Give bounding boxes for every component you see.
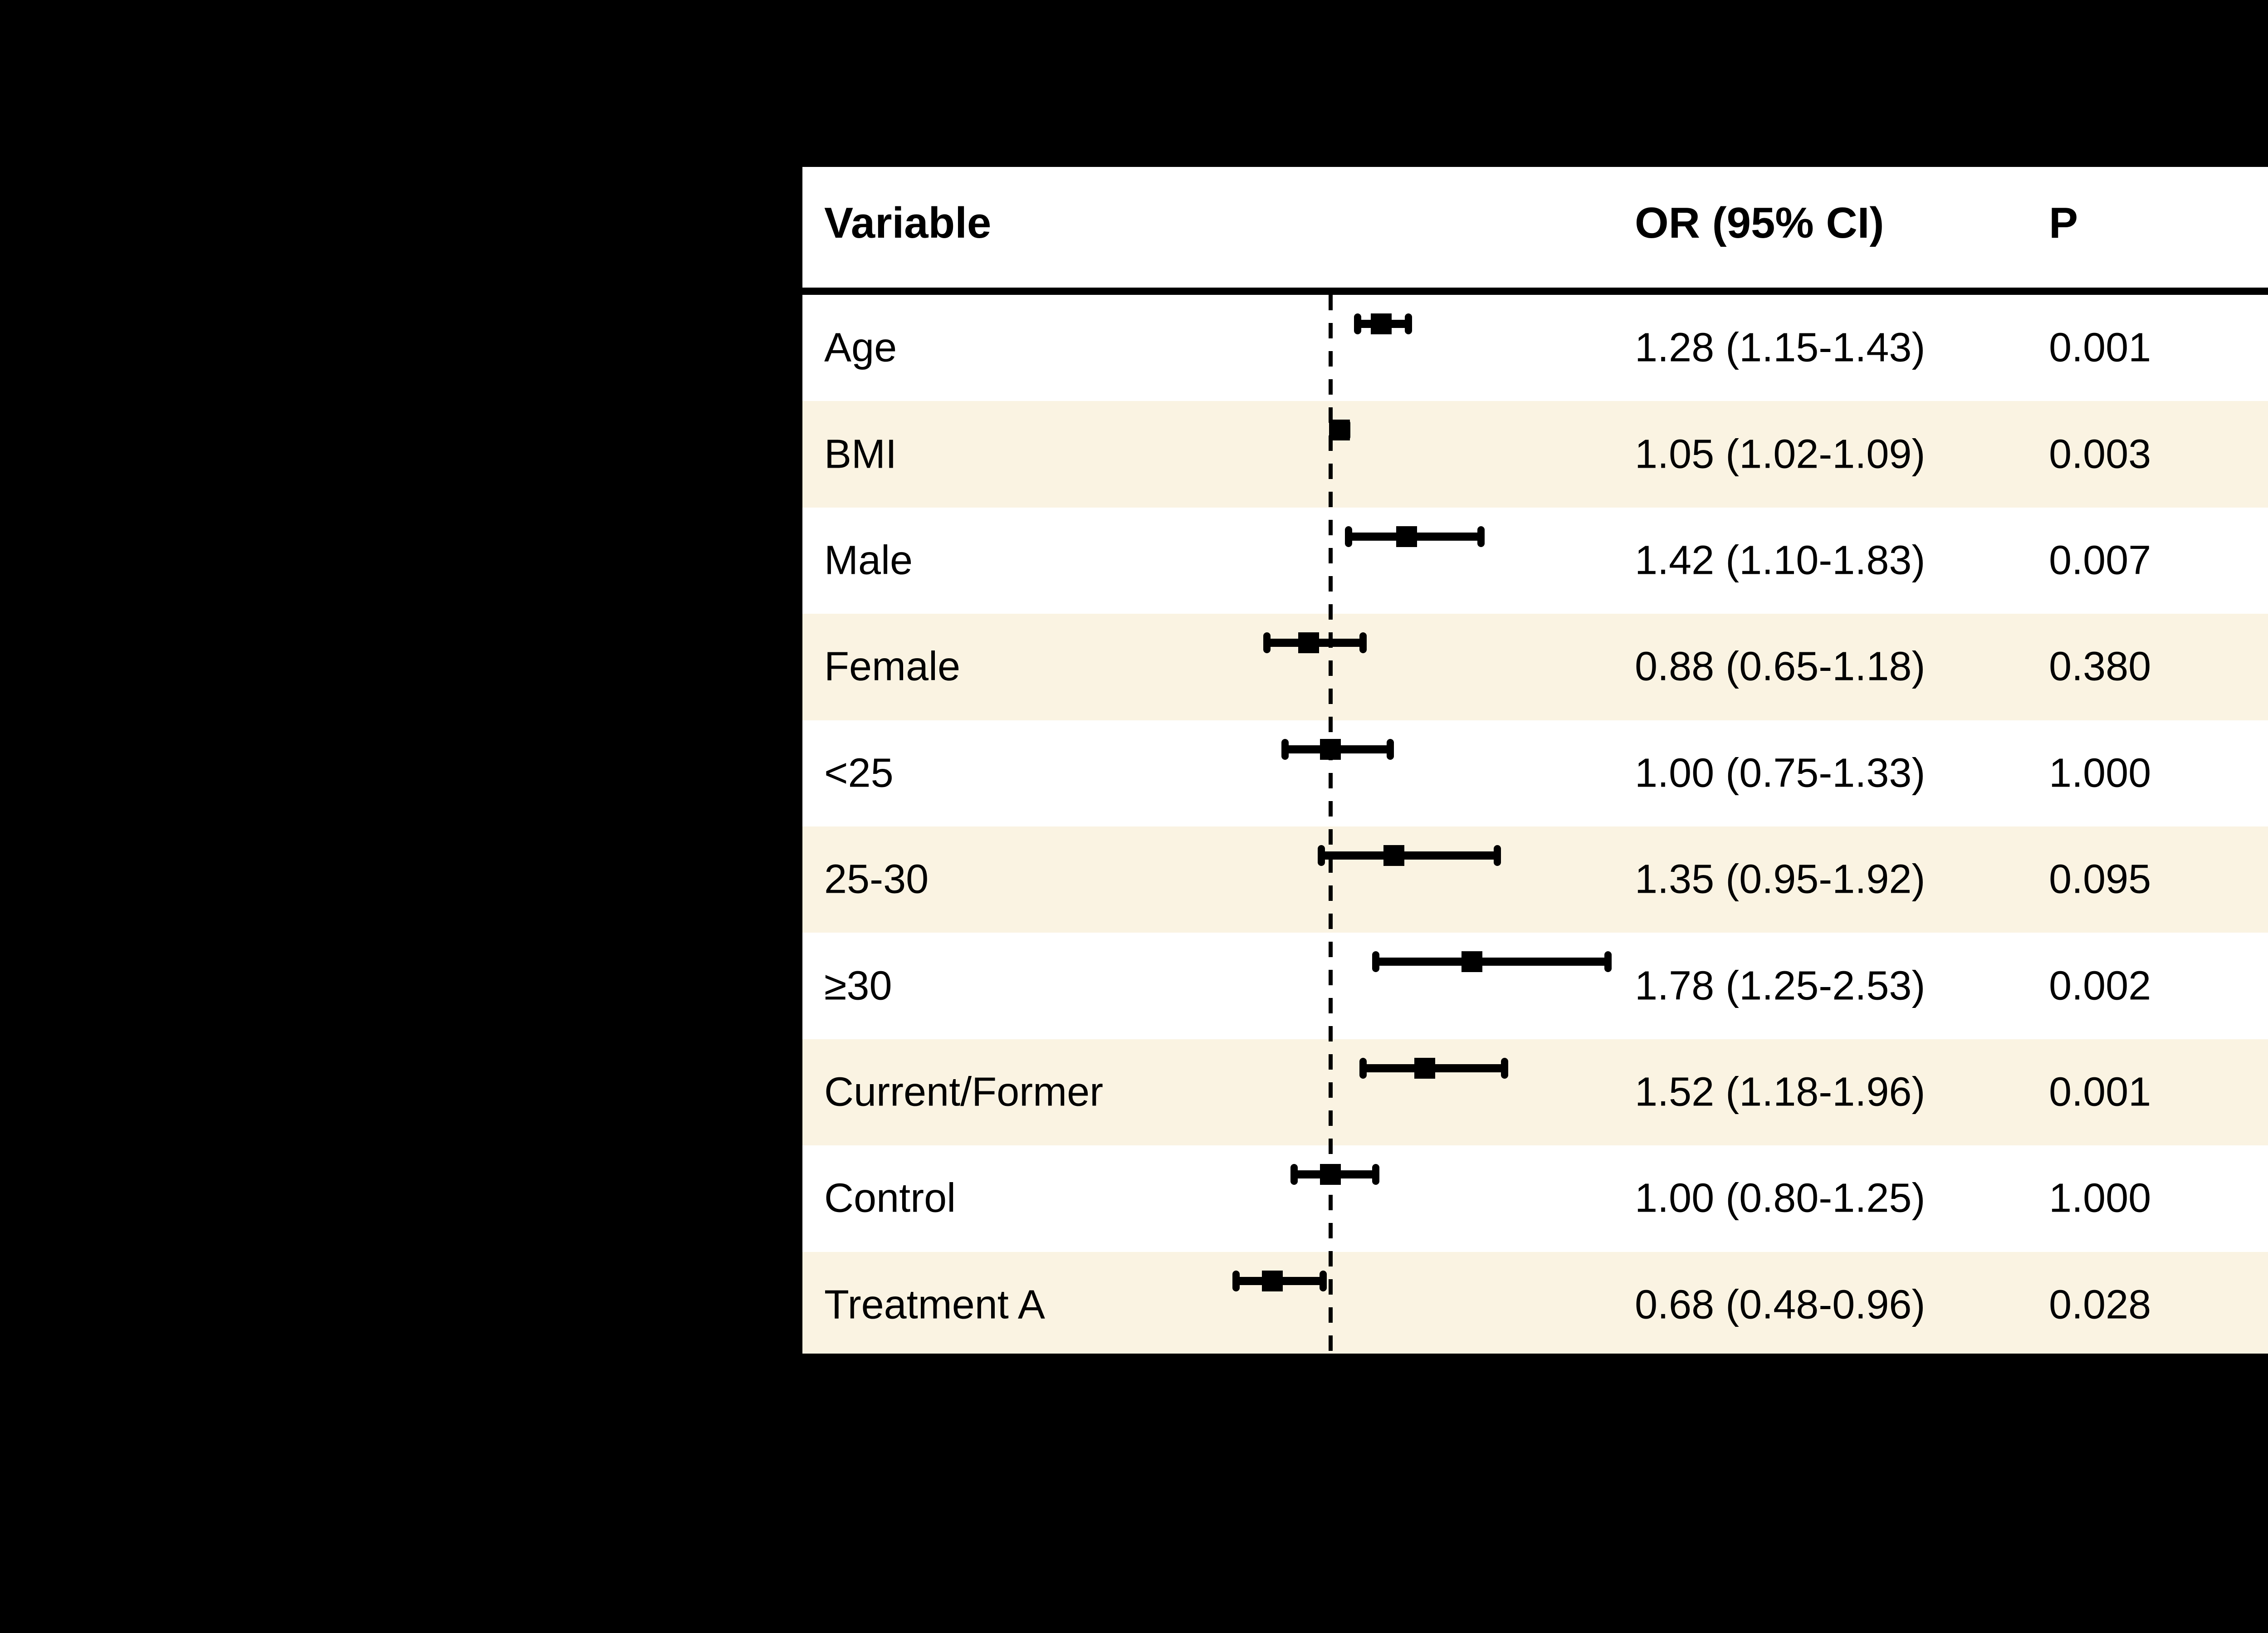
row-or-ci: 0.88 (0.65-1.18) xyxy=(1635,644,1926,689)
ci-line xyxy=(1376,958,1608,966)
row-label: 25-30 xyxy=(824,856,929,902)
table-row: Treatment A 0.68 (0.48-0.96) 0.028 285 xyxy=(802,1252,2268,1358)
table-row: Female 0.88 (0.65-1.18) 0.380 425 xyxy=(802,614,2268,720)
ci-cap-low xyxy=(1372,951,1379,973)
or-marker xyxy=(1461,951,1482,973)
ci-cap-high xyxy=(1477,526,1485,547)
ci-cap-low xyxy=(1354,313,1361,334)
table-row: Male 1.42 (1.10-1.83) 0.007 425 xyxy=(802,507,2268,614)
row-p: 0.380 xyxy=(2049,644,2151,689)
or-marker xyxy=(1320,1164,1341,1185)
or-marker xyxy=(1414,1057,1435,1079)
ci-cap-low xyxy=(1290,1164,1298,1185)
row-p: 0.028 xyxy=(2049,1282,2151,1328)
row-label: Control xyxy=(824,1175,956,1221)
row-label: Age xyxy=(824,325,897,371)
ci-cap-high xyxy=(1387,738,1394,760)
ci-cap-high xyxy=(1359,632,1367,654)
ci-cap-low xyxy=(1359,1057,1367,1079)
ci-cap-low xyxy=(1263,632,1271,654)
ci-cap-high xyxy=(1372,1164,1379,1185)
ci-cap-low xyxy=(1281,738,1289,760)
ci-cap-high xyxy=(1405,313,1412,334)
or-marker xyxy=(1396,526,1417,547)
row-label: Female xyxy=(824,644,961,689)
row-p: 0.001 xyxy=(2049,325,2151,371)
row-or-ci: 0.68 (0.48-0.96) xyxy=(1635,1282,1926,1328)
table-header: Variable OR (95% CI) P N xyxy=(802,167,2268,295)
ci-cap-high xyxy=(1604,951,1612,973)
row-label: Treatment A xyxy=(824,1282,1045,1328)
row-p: 1.000 xyxy=(2049,1175,2151,1221)
row-label: Current/Former xyxy=(824,1069,1104,1115)
header-p: P xyxy=(2049,199,2078,248)
ci-cap-low xyxy=(1232,1270,1240,1291)
row-p: 0.007 xyxy=(2049,538,2151,583)
row-p: 0.003 xyxy=(2049,431,2151,477)
row-p: 0.002 xyxy=(2049,963,2151,1009)
table-row: Control 1.00 (0.80-1.25) 1.000 280 xyxy=(802,1145,2268,1252)
row-or-ci: 1.05 (1.02-1.09) xyxy=(1635,431,1926,477)
ci-line xyxy=(1321,851,1497,860)
row-or-ci: 1.78 (1.25-2.53) xyxy=(1635,963,1926,1009)
or-marker xyxy=(1329,420,1350,441)
row-or-ci: 1.00 (0.80-1.25) xyxy=(1635,1175,1926,1221)
ci-cap-high xyxy=(1501,1057,1508,1079)
ci-cap-high xyxy=(1494,845,1501,866)
row-p: 0.001 xyxy=(2049,1069,2151,1115)
header-or-ci: OR (95% CI) xyxy=(1635,199,1884,248)
table-row: BMI 1.05 (1.02-1.09) 0.003 850 xyxy=(802,401,2268,508)
row-p: 1.000 xyxy=(2049,750,2151,796)
row-label: Male xyxy=(824,538,913,583)
or-marker xyxy=(1320,738,1341,760)
ci-cap-low xyxy=(1318,845,1325,866)
table-row: Age 1.28 (1.15-1.43) 0.001 850 xyxy=(802,295,2268,401)
forest-plot-table: Variable OR (95% CI) P N Age 1.28 (1.15-… xyxy=(802,167,2268,1358)
or-marker xyxy=(1262,1270,1283,1291)
table-rows: Age 1.28 (1.15-1.43) 0.001 850 BMI 1.05 … xyxy=(802,295,2268,1358)
row-label: BMI xyxy=(824,431,897,477)
table-row: 25-30 1.35 (0.95-1.92) 0.095 310 xyxy=(802,826,2268,933)
row-or-ci: 1.52 (1.18-1.96) xyxy=(1635,1069,1926,1115)
table-row: Current/Former 1.52 (1.18-1.96) 0.001 38… xyxy=(802,1039,2268,1146)
row-or-ci: 1.00 (0.75-1.33) xyxy=(1635,750,1926,796)
row-or-ci: 1.35 (0.95-1.92) xyxy=(1635,856,1926,902)
table-row: ≥30 1.78 (1.25-2.53) 0.002 220 xyxy=(802,933,2268,1039)
row-p: 0.095 xyxy=(2049,856,2151,902)
row-or-ci: 1.28 (1.15-1.43) xyxy=(1635,325,1926,371)
ci-cap-high xyxy=(1320,1270,1327,1291)
reference-line-or-1 xyxy=(1329,295,1333,1358)
or-marker xyxy=(1298,632,1319,654)
table-bottom-rule xyxy=(802,1354,2268,1358)
or-marker xyxy=(1371,313,1392,334)
table-row: <25 1.00 (0.75-1.33) 1.000 320 xyxy=(802,720,2268,826)
row-label: ≥30 xyxy=(824,963,892,1009)
or-marker xyxy=(1383,845,1404,866)
ci-cap-low xyxy=(1345,526,1352,547)
header-variable: Variable xyxy=(824,199,992,248)
row-label: <25 xyxy=(824,750,894,796)
row-or-ci: 1.42 (1.10-1.83) xyxy=(1635,538,1926,583)
